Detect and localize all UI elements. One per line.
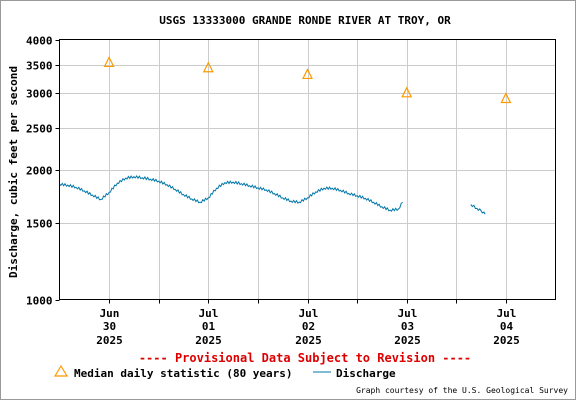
plot-area-border	[59, 39, 556, 300]
x-tick-text: Jul	[398, 307, 418, 320]
x-tick-text: 2025	[195, 334, 222, 347]
x-axis-ticks: Jun302025Jul012025Jul022025Jul032025Jul0…	[96, 299, 520, 347]
y-tick-label: 3500	[26, 60, 53, 73]
x-tick-text: Jul	[299, 307, 319, 320]
legend-median-label: Median daily statistic (80 years)	[74, 367, 293, 380]
discharge-line	[470, 204, 486, 215]
grid-lines	[59, 39, 556, 300]
legend-median-triangle-icon	[53, 364, 69, 377]
x-tick-text: 2025	[295, 334, 322, 347]
y-tick-label: 1500	[26, 218, 53, 231]
x-tick-text: 03	[401, 320, 414, 333]
median-triangle-marker	[401, 86, 413, 98]
x-tick-text: 2025	[394, 334, 421, 347]
x-tick-text: 01	[202, 320, 216, 333]
x-tick-text: 2025	[493, 334, 520, 347]
chart-title: USGS 13333000 GRANDE RONDE RIVER AT TROY…	[159, 14, 451, 27]
x-tick-text: 04	[500, 320, 514, 333]
median-triangle-marker	[103, 56, 115, 68]
median-triangle-marker	[302, 68, 313, 80]
x-tick-text: Jul	[199, 307, 219, 320]
provisional-note: ---- Provisional Data Subject to Revisio…	[139, 351, 471, 365]
y-tick-label: 3000	[26, 88, 53, 101]
y-tick-label: 1000	[26, 295, 53, 308]
x-tick-text: 30	[103, 320, 116, 333]
y-tick-label: 2500	[26, 123, 53, 136]
x-tick-text: Jun	[100, 307, 120, 320]
x-tick-text: 02	[302, 320, 315, 333]
y-axis-label: Discharge, cubic feet per second	[7, 66, 20, 278]
median-triangle-marker	[500, 92, 512, 104]
discharge-line	[59, 174, 403, 212]
usgs-credit: Graph courtesy of the U.S. Geological Su…	[356, 386, 568, 395]
legend: Median daily statistic (80 years) Discha…	[53, 364, 396, 380]
y-axis-ticks: 1000 1500 2000 2500 3000 3500 4000	[26, 35, 60, 308]
x-tick-text: Jul	[497, 307, 517, 320]
median-triangle-marker	[202, 61, 214, 73]
x-tick-text: 2025	[96, 334, 123, 347]
y-tick-label: 4000	[26, 35, 53, 48]
series-layer	[59, 56, 512, 215]
legend-discharge-label: Discharge	[336, 367, 396, 380]
y-tick-label: 2000	[26, 165, 53, 178]
